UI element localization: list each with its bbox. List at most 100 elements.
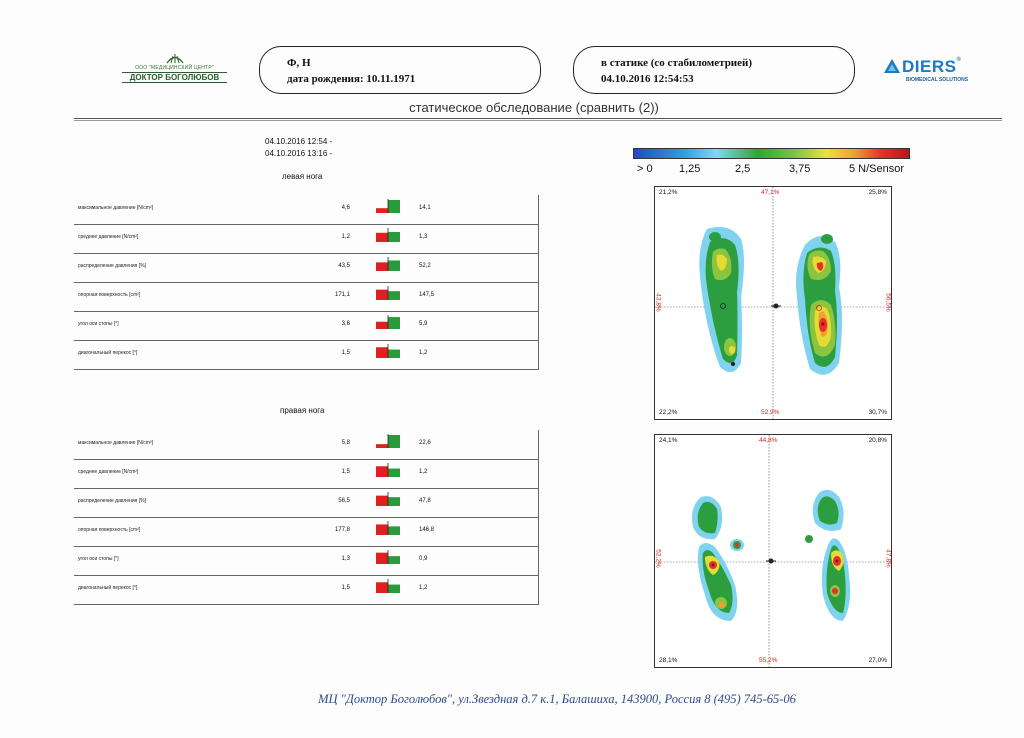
comparison-bar: [376, 463, 400, 477]
left-footprint-2: [692, 496, 744, 621]
plot2-top-pct: 44,8%: [759, 437, 778, 444]
comparison-bar: [376, 434, 400, 448]
pressure-colorbar: [633, 148, 910, 159]
bar-value-1: [376, 289, 388, 300]
colorbar-tick: 1,25: [679, 163, 701, 175]
row-value-2: 52,2: [419, 263, 431, 269]
table-row: опорная поверхность [cm²] 177,8 146,8: [74, 517, 539, 547]
pressure-map-1: [655, 187, 891, 419]
row-label: максимальное давление [N/cm²]: [78, 440, 153, 446]
bar-value-2: [388, 291, 400, 300]
footer-address: МЦ "Доктор Боголюбов", ул.Звездная д.7 к…: [318, 692, 796, 706]
comparison-bar: [376, 579, 400, 593]
plot1-quadrant-tr: 25,8%: [868, 189, 887, 196]
bar-value-1: [376, 552, 388, 564]
comparison-bar: [376, 492, 400, 506]
table-row: максимальное давление [N/cm²] 4,6 14,1: [74, 195, 539, 225]
right-footprint-1: [796, 234, 842, 375]
bar-value-2: [388, 260, 400, 271]
bar-value-2: [388, 317, 400, 329]
row-value-1: 1,5: [341, 469, 350, 475]
left-foot-table: максимальное давление [N/cm²] 4,6 14,1 сред…: [74, 195, 539, 370]
page-title: статическое обследование (сравнить (2)): [409, 100, 659, 115]
plot1-left-pct: 43,8%: [654, 293, 662, 312]
row-value-2: 5,9: [419, 321, 428, 327]
row-value-2: 47,8: [419, 498, 431, 504]
bar-value-2: [388, 200, 400, 213]
row-value-1: 56,5: [338, 498, 350, 504]
comparison-bar: [376, 257, 400, 271]
row-value-2: 22,6: [419, 440, 431, 446]
table-row: диагональный перекос [°] 1,5 1,2: [74, 575, 539, 605]
row-label: распределение давления [%]: [78, 498, 146, 504]
colorbar-tick: 5 N/Sensor: [849, 163, 905, 175]
bar-value-2: [388, 556, 400, 564]
left-footprint-1: [699, 226, 744, 373]
diers-logo: DIERS® BIOMEDICAL SOLUTIONS: [884, 57, 980, 87]
colorbar-tick: 3,75: [789, 163, 811, 175]
comparison-bar: [376, 344, 400, 358]
pressure-plot-2: 24,1% 20,8% 28,1% 27,0% 44,8% 55,2% 52,2…: [654, 434, 892, 668]
row-label: среднее давление [N/cm²]: [78, 469, 139, 475]
date-start: 04.10.2016 12:54 -: [265, 137, 333, 146]
row-value-2: 14,1: [419, 205, 431, 211]
bar-value-2: [388, 232, 400, 242]
row-label: угол оси стопы [°]: [78, 321, 119, 327]
right-foot-table: максимальное давление [N/cm²] 5,8 22,6 сред…: [74, 430, 539, 605]
right-foot-title: правая нога: [280, 406, 325, 415]
table-row: угол оси стопы [°] 1,3 0,9: [74, 546, 539, 576]
row-value-1: 1,5: [341, 350, 350, 356]
bar-value-2: [388, 526, 400, 535]
row-label: диагональный перекос [°]: [78, 585, 138, 591]
row-label: максимальное давление [N/cm²]: [78, 205, 153, 211]
table-row: диагональный перекос [°] 1,5 1,2: [74, 340, 539, 370]
row-value-1: 43,5: [338, 263, 350, 269]
comparison-bar: [376, 521, 400, 535]
row-label: угол оси стопы [°]: [78, 556, 119, 562]
plot1-bottom-pct: 52,9%: [761, 409, 780, 416]
plot1-quadrant-tl: 21,2%: [659, 189, 678, 196]
bar-value-1: [376, 347, 388, 358]
bar-value-1: [376, 321, 388, 329]
row-value-2: 0,9: [419, 556, 428, 562]
row-value-1: 3,6: [341, 321, 350, 327]
clinic-logo-name: ДОКТОР БОГОЛЮБОВ: [122, 72, 227, 83]
diers-logo-reg: ®: [956, 57, 962, 63]
row-label: среднее давление [N/cm²]: [78, 234, 139, 240]
row-label: опорная поверхность [cm²]: [78, 292, 141, 298]
diers-logo-word: DIERS: [902, 57, 957, 76]
diers-logo-sub: BIOMEDICAL SOLUTIONS: [906, 77, 969, 83]
pressure-plot-1: 21,2% 25,8% 22,2% 30,7% 47,1% 52,9% 43,8…: [654, 186, 892, 420]
left-foot-title: левая нога: [282, 172, 323, 181]
table-row: среднее давление [N/cm²] 1,5 1,2: [74, 459, 539, 489]
plot1-quadrant-bl: 22,2%: [659, 409, 678, 416]
clinic-logo-sub: ООО "МЕДИЦИНСКИЙ ЦЕНТР": [135, 65, 214, 71]
diers-triangle-icon: [884, 59, 900, 73]
header-divider-thin: [74, 120, 1002, 121]
plot2-right-pct: 47,8%: [884, 549, 892, 568]
bar-value-1: [376, 524, 388, 535]
row-value-2: 1,2: [419, 585, 428, 591]
bar-value-1: [376, 208, 388, 213]
colorbar-tick: 2,5: [735, 163, 751, 175]
plot2-quadrant-br: 27,0%: [868, 657, 887, 664]
row-value-2: 1,2: [419, 469, 428, 475]
comparison-bar: [376, 199, 400, 213]
row-value-1: 4,6: [341, 205, 350, 211]
bar-value-2: [388, 435, 400, 448]
patient-box: Ф, Н дата рождения: 10.11.1971: [259, 46, 541, 94]
row-value-2: 146,8: [419, 527, 435, 533]
exam-datetime: 04.10.2016 12:54:53: [601, 73, 694, 85]
table-row: среднее давление [N/cm²] 1,2 1,3: [74, 224, 539, 254]
comparison-bar: [376, 550, 400, 564]
bar-value-1: [376, 582, 388, 593]
row-value-2: 1,3: [419, 234, 428, 240]
row-value-1: 5,8: [341, 440, 350, 446]
row-value-1: 177,8: [334, 527, 350, 533]
plot2-quadrant-bl: 28,1%: [659, 657, 678, 664]
table-row: опорная поверхность [cm²] 171,1 147,5: [74, 282, 539, 312]
patient-birthdate: дата рождения: 10.11.1971: [287, 73, 416, 85]
table-row: максимальное давление [N/cm²] 5,8 22,6: [74, 430, 539, 460]
table-row: распределение давления [%] 43,5 52,2: [74, 253, 539, 283]
row-value-1: 1,2: [341, 234, 350, 240]
